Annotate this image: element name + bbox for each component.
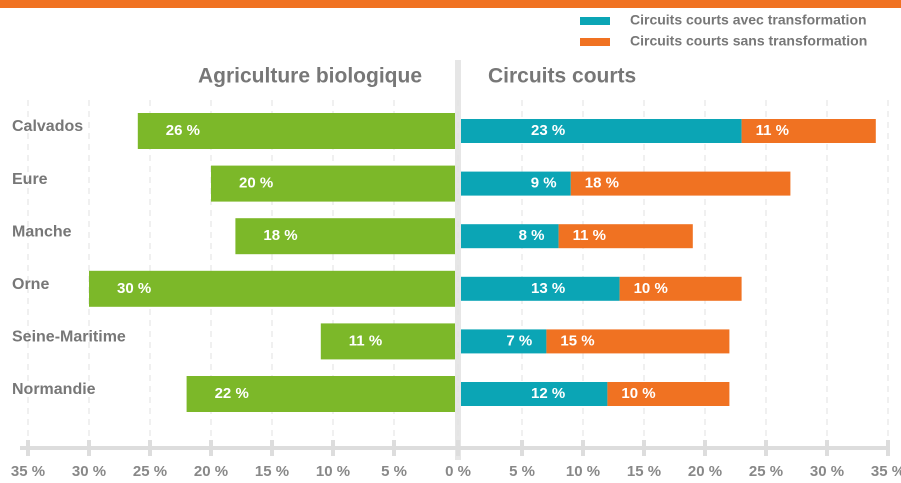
data-label: 11 % bbox=[573, 227, 606, 244]
data-label: 11 % bbox=[756, 122, 789, 139]
legend-swatch bbox=[580, 17, 610, 25]
x-tick-label: 25 % bbox=[749, 463, 783, 480]
data-label: 11 % bbox=[349, 332, 382, 349]
data-label: 13 % bbox=[531, 280, 565, 297]
bar bbox=[235, 218, 455, 255]
legend-swatch bbox=[580, 38, 610, 46]
x-tick-label: 35 % bbox=[11, 463, 45, 480]
bar bbox=[211, 165, 455, 202]
bar bbox=[89, 270, 455, 307]
category-label: Orne bbox=[12, 276, 49, 293]
legend-label: Circuits courts avec transformation bbox=[630, 12, 867, 28]
data-label: 23 % bbox=[531, 122, 565, 139]
data-label: 10 % bbox=[621, 385, 655, 402]
data-label: 10 % bbox=[634, 280, 668, 297]
category-label: Normandie bbox=[12, 381, 96, 398]
x-tick-label: 5 % bbox=[509, 463, 535, 480]
data-label: 12 % bbox=[531, 385, 565, 402]
bar-segment bbox=[558, 224, 693, 249]
bar bbox=[186, 376, 455, 412]
bar bbox=[320, 323, 455, 360]
bar-segment bbox=[619, 276, 742, 301]
bar-segment bbox=[461, 119, 742, 143]
bar bbox=[137, 113, 456, 149]
bar-segment bbox=[461, 224, 559, 249]
x-tick-label: 10 % bbox=[566, 463, 600, 480]
data-label: 22 % bbox=[215, 385, 249, 402]
data-label: 9 % bbox=[531, 175, 557, 192]
data-label: 18 % bbox=[263, 227, 297, 244]
data-label: 18 % bbox=[585, 175, 619, 192]
x-tick-label: 30 % bbox=[810, 463, 844, 480]
x-tick-label: 15 % bbox=[627, 463, 661, 480]
x-tick-label: 35 % bbox=[871, 463, 901, 480]
left-panel-title: Agriculture biologique bbox=[198, 65, 422, 88]
bar-segment bbox=[607, 382, 730, 406]
top-band bbox=[0, 0, 901, 8]
data-label: 26 % bbox=[166, 122, 200, 139]
bar-segment bbox=[570, 171, 791, 196]
x-tick-label: 10 % bbox=[316, 463, 350, 480]
data-label: 8 % bbox=[519, 227, 545, 244]
legend-label: Circuits courts sans transformation bbox=[630, 33, 867, 49]
data-label: 20 % bbox=[239, 175, 273, 192]
category-label: Calvados bbox=[12, 118, 83, 135]
x-tick-label: 20 % bbox=[688, 463, 722, 480]
bar-segment bbox=[741, 119, 876, 143]
bar-segment bbox=[546, 329, 730, 354]
bar-segment bbox=[461, 171, 571, 196]
category-label: Eure bbox=[12, 171, 48, 188]
data-label: 15 % bbox=[560, 332, 594, 349]
x-tick-label: 0 % bbox=[445, 463, 471, 480]
x-tick-label: 5 % bbox=[381, 463, 407, 480]
x-tick-label: 15 % bbox=[255, 463, 289, 480]
data-label: 7 % bbox=[506, 332, 532, 349]
data-label: 30 % bbox=[117, 280, 151, 297]
category-label: Seine-Maritime bbox=[12, 329, 126, 346]
right-panel-title: Circuits courts bbox=[488, 65, 636, 88]
bar-segment bbox=[461, 276, 620, 301]
bar-segment bbox=[461, 329, 547, 354]
bar-segment bbox=[461, 382, 608, 406]
x-tick-label: 20 % bbox=[194, 463, 228, 480]
category-label: Manche bbox=[12, 223, 72, 240]
x-tick-label: 30 % bbox=[72, 463, 106, 480]
x-tick-label: 25 % bbox=[133, 463, 167, 480]
